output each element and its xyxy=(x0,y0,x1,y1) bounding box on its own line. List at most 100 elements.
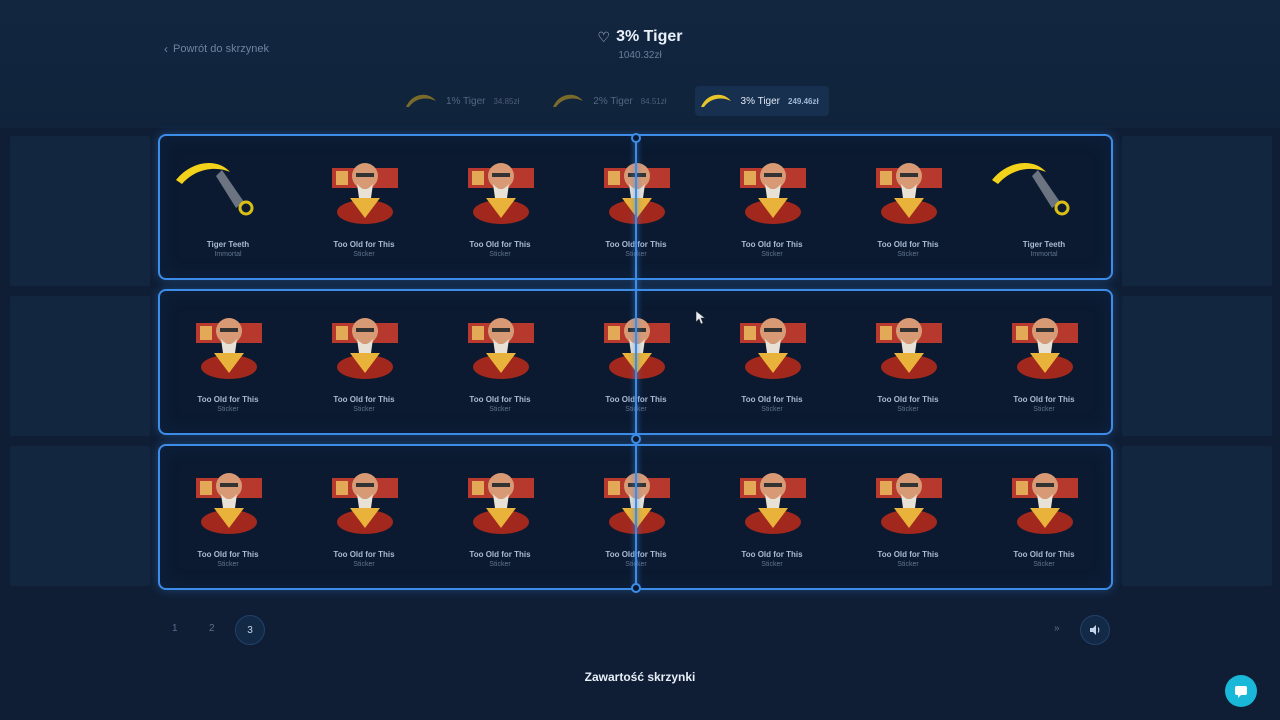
item-name: Too Old for This xyxy=(333,550,395,559)
spinner-item: Too Old for This Sticker xyxy=(976,291,1112,433)
karambit-knife-icon xyxy=(553,94,584,107)
spinner-item: Too Old for This Sticker xyxy=(704,446,840,588)
chevron-left-icon: ‹ xyxy=(164,42,168,56)
item-image xyxy=(466,464,536,534)
monk-sticker-icon xyxy=(332,318,398,379)
item-name: Too Old for This xyxy=(197,395,259,404)
item-rarity: Sticker xyxy=(761,251,783,258)
item-image xyxy=(602,309,672,379)
item-name: Too Old for This xyxy=(877,395,939,404)
left-panel-top xyxy=(10,136,150,286)
tab-case-3[interactable]: 3% Tiger 249.46zł xyxy=(694,86,829,116)
left-panel-mid xyxy=(10,296,150,436)
item-image xyxy=(602,464,672,534)
item-image xyxy=(602,154,672,224)
speaker-icon xyxy=(1090,625,1100,635)
item-name: Too Old for This xyxy=(469,240,531,249)
tab-case-1[interactable]: 1% Tiger 34.85zł xyxy=(400,86,529,116)
heart-icon[interactable]: ♡ xyxy=(597,28,611,45)
monk-sticker-icon xyxy=(604,473,670,534)
header-band xyxy=(0,0,1280,128)
item-name: Too Old for This xyxy=(197,550,259,559)
spinner-item: Too Old for This Sticker xyxy=(296,136,432,278)
monk-sticker-icon xyxy=(876,163,942,224)
spinner-item: Too Old for This Sticker xyxy=(296,291,432,433)
item-rarity: Sticker xyxy=(761,406,783,413)
sound-toggle-button[interactable] xyxy=(1080,615,1110,645)
item-image xyxy=(874,154,944,224)
spinner-item: Too Old for This Sticker xyxy=(432,136,568,278)
item-rarity: Sticker xyxy=(489,406,511,413)
item-rarity: Sticker xyxy=(217,406,239,413)
tab-label: 3% Tiger xyxy=(740,95,780,107)
item-image xyxy=(330,309,400,379)
item-image xyxy=(330,154,400,224)
spin-controls: 1 2 3 » xyxy=(160,612,1120,650)
spinner-item: Too Old for This Sticker xyxy=(704,136,840,278)
item-name: Too Old for This xyxy=(741,550,803,559)
item-image xyxy=(874,309,944,379)
item-name: Too Old for This xyxy=(469,550,531,559)
item-name: Too Old for This xyxy=(877,550,939,559)
monk-sticker-icon xyxy=(196,318,262,379)
monk-sticker-icon xyxy=(196,473,262,534)
item-rarity: Sticker xyxy=(897,406,919,413)
item-name: Too Old for This xyxy=(1013,550,1075,559)
item-name: Too Old for This xyxy=(877,240,939,249)
item-name: Tiger Teeth xyxy=(206,240,250,249)
item-name: Tiger Teeth xyxy=(1022,240,1066,249)
item-image xyxy=(1010,309,1080,379)
title-block: ♡ 3% Tiger 1040.32zł xyxy=(0,28,1280,61)
item-name: Too Old for This xyxy=(333,240,395,249)
center-indicator-line xyxy=(635,137,637,589)
item-rarity: Sticker xyxy=(353,251,375,258)
spinner-item: Too Old for This Sticker xyxy=(296,446,432,588)
back-label: Powrót do skrzynek xyxy=(173,43,269,55)
item-image xyxy=(194,464,264,534)
spinner-item: Too Old for This Sticker xyxy=(160,446,296,588)
selected-count: 3 xyxy=(247,624,253,636)
item-image xyxy=(172,158,262,218)
item-image xyxy=(874,464,944,534)
item-rarity: Sticker xyxy=(217,561,239,568)
fast-spin-toggle[interactable]: » xyxy=(1054,623,1060,634)
tab-case-2[interactable]: 2% Tiger 84.51zł xyxy=(547,86,676,116)
spinner-item: Tiger Teeth Immortal xyxy=(160,136,296,278)
karambit-knife-icon xyxy=(406,94,436,107)
item-rarity: Sticker xyxy=(353,561,375,568)
spinner-item: Too Old for This Sticker xyxy=(160,291,296,433)
center-marker-mid xyxy=(631,434,641,444)
case-tabs: 1% Tiger 34.85zł 2% Tiger 84.51zł 3% Tig… xyxy=(400,86,829,116)
item-image xyxy=(194,309,264,379)
spinner-item: Too Old for This Sticker xyxy=(432,446,568,588)
center-marker-bottom xyxy=(631,583,641,593)
item-name: Too Old for This xyxy=(741,240,803,249)
tab-label: 1% Tiger xyxy=(446,95,486,107)
count-option-selected[interactable]: 3 xyxy=(235,615,265,645)
item-rarity: Sticker xyxy=(897,251,919,258)
mouse-cursor-icon xyxy=(696,311,706,325)
tab-label: 2% Tiger xyxy=(593,95,633,107)
left-panel-bottom xyxy=(10,446,150,586)
monk-sticker-icon xyxy=(468,163,534,224)
monk-sticker-icon xyxy=(1012,318,1078,379)
spinner-item: Too Old for This Sticker xyxy=(432,291,568,433)
item-image xyxy=(738,309,808,379)
right-panel-mid xyxy=(1122,296,1272,436)
monk-sticker-icon xyxy=(332,473,398,534)
monk-sticker-icon xyxy=(332,163,398,224)
count-option-2[interactable]: 2 xyxy=(209,623,215,634)
karambit-knife-icon xyxy=(700,94,731,107)
item-rarity: Sticker xyxy=(897,561,919,568)
item-image xyxy=(738,464,808,534)
chat-button[interactable] xyxy=(1225,675,1257,707)
chat-icon xyxy=(1235,686,1247,698)
item-rarity: Sticker xyxy=(1033,406,1055,413)
back-link[interactable]: ‹ Powrót do skrzynek xyxy=(164,42,269,56)
count-option-1[interactable]: 1 xyxy=(172,623,178,634)
spinner-item: Tiger Teeth Immortal xyxy=(976,136,1112,278)
case-contents-title: Zawartość skrzynki xyxy=(584,670,696,684)
item-image xyxy=(466,309,536,379)
monk-sticker-icon xyxy=(604,318,670,379)
item-name: Too Old for This xyxy=(333,395,395,404)
